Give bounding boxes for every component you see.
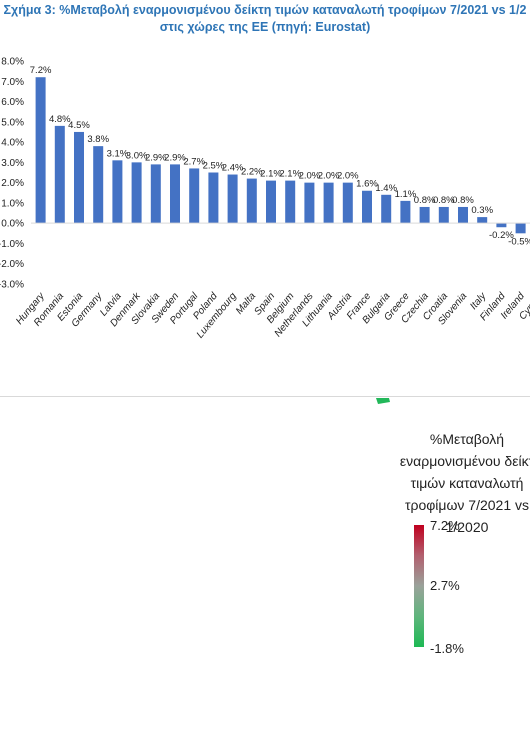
- data-label: 2.4%: [222, 163, 244, 174]
- data-label: -0.5%: [508, 236, 530, 247]
- y-tick-label: 3.0%: [1, 158, 24, 169]
- data-label: 1.1%: [395, 189, 417, 200]
- bar-germany: [93, 146, 104, 224]
- data-label: 4.8%: [49, 114, 71, 125]
- bar-netherlands: [304, 182, 315, 224]
- bar-finland: [496, 223, 507, 228]
- bar-greece: [400, 200, 411, 224]
- data-label: 2.0%: [318, 171, 340, 182]
- data-label: 0.8%: [452, 195, 474, 206]
- bar-hungary: [35, 77, 46, 224]
- bar-denmark: [131, 162, 142, 224]
- bar-czechia: [419, 206, 430, 224]
- bar-series: [35, 77, 526, 234]
- y-tick-label: 1.0%: [1, 198, 24, 209]
- bar-malta: [246, 178, 257, 224]
- data-label: 3.1%: [107, 148, 129, 159]
- chart-title: Σχήμα 3: %Μεταβολή εναρμονισμένου δείκτη…: [0, 2, 530, 36]
- bar-ireland: [515, 223, 526, 234]
- bar-belgium: [285, 180, 296, 224]
- legend-title-line: εναρμονισμένου δείκτ: [399, 453, 530, 469]
- y-tick-label: 8.0%: [1, 57, 24, 68]
- y-tick-label: -2.0%: [0, 259, 24, 270]
- data-label: 4.5%: [68, 120, 90, 131]
- y-tick-label: 6.0%: [1, 97, 24, 108]
- data-label: 2.9%: [164, 152, 186, 163]
- map-region-cyprus: [376, 394, 390, 404]
- data-label: -0.2%: [489, 230, 514, 241]
- data-label: 2.0%: [337, 171, 359, 182]
- y-tick-label: 5.0%: [1, 117, 24, 128]
- data-label: 2.7%: [183, 156, 205, 167]
- map-legend-color-scale: [414, 525, 424, 647]
- data-label: 1.4%: [375, 183, 397, 194]
- bar-austria: [342, 182, 353, 224]
- bar-poland: [208, 172, 219, 224]
- y-tick-label: -1.0%: [0, 239, 24, 250]
- data-label: 1.6%: [356, 179, 378, 190]
- data-label: 2.0%: [299, 171, 321, 182]
- y-axis-ticks: 8.0% 7.0% 6.0% 5.0% 4.0% 3.0% 2.0% 1.0% 0.0% -1.0…: [0, 57, 24, 291]
- bar-romania: [54, 125, 65, 224]
- section-divider: [0, 396, 530, 397]
- data-label: 2.1%: [279, 169, 301, 180]
- legend-title-line: τιμών καταναλωτή: [410, 475, 524, 491]
- legend-title-line: %Μεταβολή: [429, 431, 505, 447]
- bar-slovenia: [458, 206, 468, 224]
- data-label: 0.8%: [433, 195, 455, 206]
- x-axis-labels: HungaryRomaniaEstoniaGermanyLatviaDenmar…: [14, 290, 530, 340]
- map-legend-title: %Μεταβολή εναρμονισμένου δείκτ τιμών κατ…: [392, 428, 530, 538]
- legend-title-line: τροφίμων 7/2021 vs: [404, 497, 530, 513]
- data-label: 7.2%: [30, 65, 52, 76]
- y-tick-label: 7.0%: [1, 77, 24, 88]
- bar-chart: 8.0% 7.0% 6.0% 5.0% 4.0% 3.0% 2.0% 1.0% 0.0% -1.0…: [0, 57, 530, 341]
- y-tick-label: 4.0%: [1, 138, 24, 149]
- bar-france: [362, 190, 372, 224]
- bar-spain: [266, 180, 276, 224]
- bar-latvia: [112, 160, 123, 224]
- data-label: 2.9%: [145, 152, 167, 163]
- data-label: 3.0%: [126, 150, 148, 161]
- bar-croatia: [438, 206, 449, 224]
- chart-title-line2: στις χώρες της ΕΕ (πηγή: Eurostat): [159, 20, 371, 34]
- data-label: 0.8%: [414, 195, 436, 206]
- y-tick-label: 2.0%: [1, 178, 24, 189]
- data-label: 3.8%: [87, 134, 109, 145]
- data-labels: 7.2%4.8%4.5%3.8%3.1%3.0%2.9%2.9%2.7%2.5%…: [30, 65, 530, 247]
- legend-min-label: -1.8%: [430, 641, 464, 656]
- bar-sweden: [170, 164, 180, 224]
- bar-portugal: [189, 168, 200, 224]
- legend-mid-label: 2.7%: [430, 578, 460, 593]
- bar-estonia: [74, 131, 84, 224]
- y-tick-label: 0.0%: [1, 219, 24, 230]
- bar-luxembourg: [227, 174, 238, 224]
- chart-title-line1: Σχήμα 3: %Μεταβολή εναρμονισμένου δείκτη…: [3, 3, 527, 17]
- data-label: 2.5%: [203, 161, 225, 172]
- bar-lithuania: [323, 182, 334, 224]
- legend-title-line: 1/2020: [445, 519, 489, 535]
- bar-slovakia: [150, 164, 161, 224]
- bar-bulgaria: [381, 194, 392, 224]
- bar-italy: [477, 217, 488, 224]
- data-label: 2.2%: [241, 167, 263, 178]
- legend-max-label: 7.2%: [430, 518, 460, 533]
- y-tick-label: -3.0%: [0, 280, 24, 291]
- data-label: 0.3%: [471, 205, 493, 216]
- data-label: 2.1%: [260, 169, 282, 180]
